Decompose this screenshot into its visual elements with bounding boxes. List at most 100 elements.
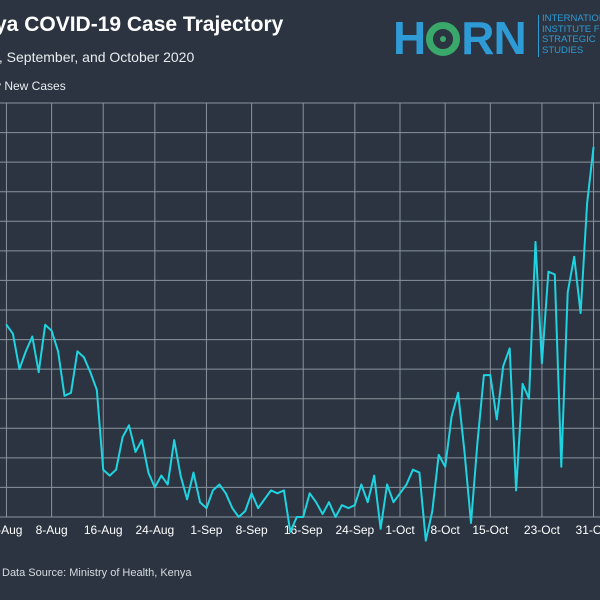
data-point: [5, 323, 8, 326]
logo-line-1: INTERNATIONAL: [542, 13, 600, 24]
series-group: [5, 146, 595, 542]
data-point: [379, 527, 382, 530]
data-point: [199, 501, 201, 504]
data-point: [18, 368, 21, 370]
chart-subtitle: t, September, and October 2020: [0, 49, 195, 65]
logo-divider: [538, 15, 539, 57]
data-point: [560, 465, 563, 468]
data-point: [50, 329, 53, 332]
data-point: [205, 507, 208, 509]
data-point: [134, 451, 137, 453]
data-point: [463, 451, 466, 453]
data-source-note: Data Source: Ministry of Health, Kenya: [2, 567, 192, 579]
x-tick-label: 1-Aug: [0, 523, 22, 537]
data-point: [263, 498, 266, 501]
data-point: [283, 489, 285, 492]
data-point: [57, 350, 59, 353]
data-point: [321, 513, 324, 515]
data-point: [83, 356, 85, 359]
data-point: [521, 383, 524, 385]
x-tick-label: 1-Oct: [385, 523, 415, 537]
data-point: [437, 454, 440, 456]
data-point: [418, 471, 421, 474]
data-point: [541, 362, 543, 365]
data-point: [244, 510, 247, 512]
data-point: [470, 522, 472, 524]
data-point: [573, 255, 576, 258]
data-point: [502, 365, 505, 368]
series-line: [5, 147, 595, 542]
data-point: [495, 418, 498, 421]
data-point: [592, 146, 595, 149]
data-point: [250, 492, 253, 495]
data-point: [450, 415, 453, 418]
x-tick-label: 31-Oct: [576, 523, 600, 537]
data-point: [70, 391, 72, 394]
data-point: [257, 507, 259, 509]
data-point: [515, 489, 517, 492]
data-point: [63, 394, 66, 397]
logo-line-4: STUDIES: [542, 44, 584, 56]
logo-line-3: STRATEGIC: [542, 34, 596, 45]
horn-logo: HRN INTERNATIONAL INSTITUTE F STRATEGIC …: [393, 13, 600, 61]
data-point: [186, 498, 189, 501]
data-point: [128, 424, 130, 427]
data-point: [173, 439, 176, 441]
data-point: [534, 241, 537, 243]
data-point: [476, 442, 479, 444]
data-point: [373, 474, 376, 477]
data-point: [89, 371, 92, 373]
chart-title: ya COVID-19 Case Trajectory: [0, 13, 284, 36]
data-point: [270, 489, 272, 492]
data-point: [108, 474, 111, 477]
x-tick-label: 24-Sep: [335, 523, 374, 537]
data-point: [334, 516, 337, 518]
data-point: [44, 323, 47, 326]
x-axis-ticks: 1-Aug8-Aug16-Aug24-Aug1-Sep8-Sep16-Sep24…: [0, 523, 600, 537]
data-point: [153, 486, 156, 489]
data-point: [231, 507, 234, 509]
data-point: [489, 374, 492, 376]
data-point: [192, 471, 195, 474]
data-point: [392, 501, 395, 504]
data-point: [586, 202, 588, 205]
data-point: [302, 516, 305, 518]
data-point: [566, 291, 569, 294]
data-point: [341, 504, 343, 507]
x-tick-label: 8-Aug: [36, 523, 68, 537]
data-point: [212, 489, 214, 492]
data-point: [218, 483, 221, 486]
grid-lines: [0, 102, 600, 518]
data-point: [24, 350, 27, 353]
data-point: [315, 501, 317, 504]
x-tick-label: 8-Sep: [236, 523, 268, 537]
data-point: [289, 530, 292, 533]
data-point: [579, 312, 582, 314]
data-point: [76, 350, 79, 353]
data-point: [386, 483, 388, 486]
data-point: [547, 270, 550, 273]
data-point: [95, 388, 98, 391]
data-point: [121, 436, 124, 439]
x-tick-label: 15-Oct: [472, 523, 509, 537]
data-point: [347, 507, 350, 509]
data-point: [353, 504, 356, 507]
data-point: [360, 483, 363, 486]
logo-o-mark: [426, 22, 461, 56]
x-tick-label: 8-Oct: [430, 523, 460, 537]
data-point: [431, 510, 434, 512]
x-tick-label: 1-Sep: [190, 523, 222, 537]
logo-tagline: INTERNATIONAL INSTITUTE F STRATEGIC STUD…: [542, 13, 600, 56]
data-point: [102, 468, 105, 471]
logo-line-2: INSTITUTE F: [542, 23, 600, 35]
data-point: [424, 539, 427, 542]
data-point: [405, 483, 408, 486]
data-point: [160, 474, 163, 477]
x-tick-label: 24-Aug: [135, 523, 174, 537]
data-point: [399, 492, 401, 495]
data-point: [553, 273, 556, 276]
data-point: [12, 332, 14, 335]
data-point: [295, 516, 298, 518]
data-point: [31, 335, 34, 338]
